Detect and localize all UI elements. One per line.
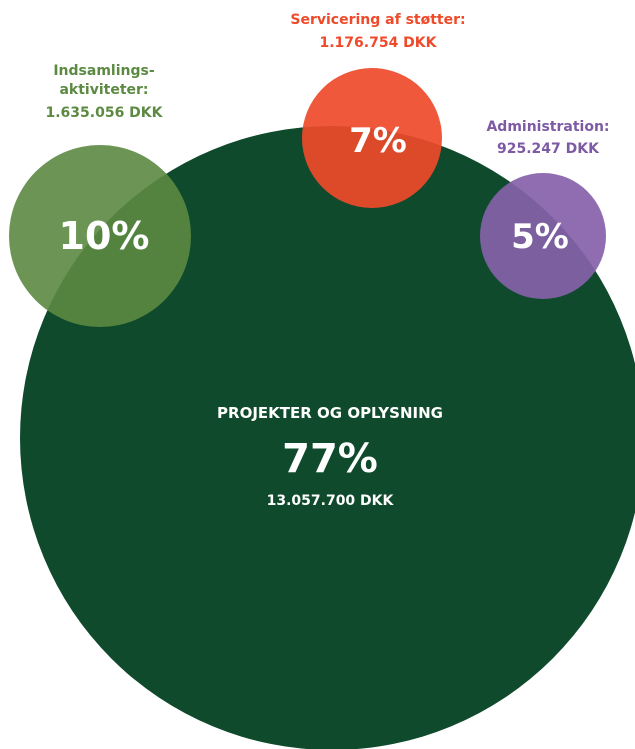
servicering-label: Servicering af støtter: [290, 12, 465, 28]
bubble-projekter-percent: 77% [282, 436, 378, 482]
bubble-indsamling [9, 145, 191, 327]
bubble-projekter-amount: 13.057.700 DKK [267, 493, 395, 509]
indsamling-label-line2: aktiviteter: [59, 82, 148, 98]
bubble-servicering-percent: 7% [349, 121, 407, 161]
bubble-servicering [302, 68, 442, 208]
servicering-amount: 1.176.754 DKK [319, 35, 437, 51]
bubble-projekter-label: PROJEKTER OG OPLYSNING [217, 404, 443, 422]
indsamling-amount: 1.635.056 DKK [45, 105, 163, 121]
indsamling-label-line1: Indsamlings- [53, 63, 154, 79]
administration-label: Administration: [486, 119, 609, 135]
bubble-administration [480, 173, 606, 299]
bubble-administration-percent: 5% [511, 217, 569, 257]
administration-amount: 925.247 DKK [497, 141, 600, 157]
bubble-indsamling-percent: 10% [59, 214, 150, 258]
